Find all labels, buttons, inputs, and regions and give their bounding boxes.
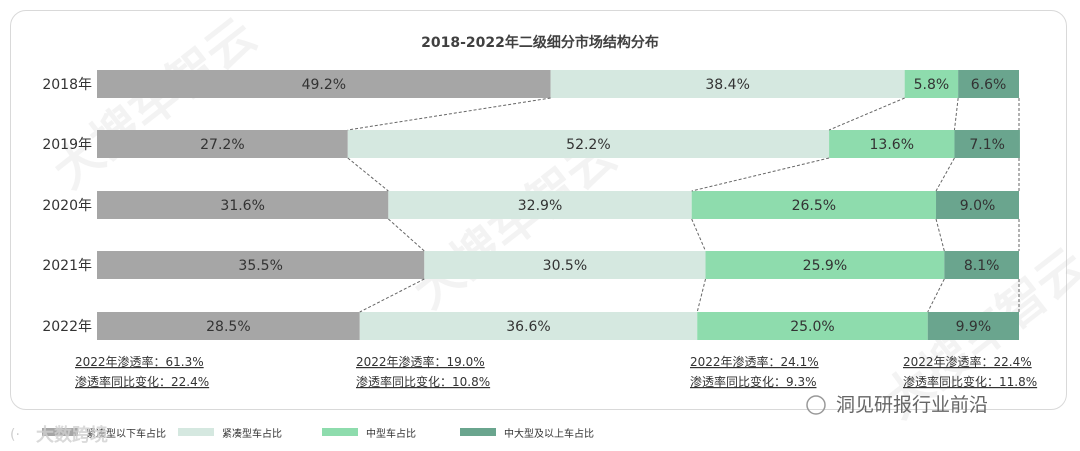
bar-segment bbox=[97, 251, 425, 279]
legend-swatch bbox=[178, 428, 214, 436]
data-label: 9.0% bbox=[960, 198, 996, 214]
data-label: 38.4% bbox=[705, 77, 749, 93]
connector-line bbox=[935, 157, 955, 192]
bar-segment bbox=[359, 312, 698, 340]
data-label: 6.6% bbox=[971, 77, 1007, 93]
data-label: 28.5% bbox=[206, 319, 250, 335]
data-label: 13.6% bbox=[870, 137, 914, 153]
bar-segment bbox=[388, 191, 692, 219]
bar-segment bbox=[829, 130, 955, 158]
bar-segment bbox=[691, 191, 937, 219]
legend-label: 紧凑型车占比 bbox=[222, 427, 282, 440]
connector-line bbox=[347, 97, 551, 131]
bar-segment bbox=[927, 312, 1019, 340]
legend-swatch bbox=[42, 428, 78, 436]
connector-line bbox=[935, 218, 945, 252]
connector-line bbox=[388, 218, 425, 252]
bar-segment bbox=[697, 312, 928, 340]
connector-line bbox=[953, 97, 959, 131]
bar-segment bbox=[424, 251, 706, 279]
watermark-footer-right: 洞见研报行业前沿 bbox=[836, 394, 988, 416]
data-label: 30.5% bbox=[543, 258, 587, 274]
bar-segment bbox=[944, 251, 1019, 279]
watermark-footer-left: 大数跨境 bbox=[36, 424, 108, 446]
legend-label: 中大型及以上车占比 bbox=[504, 427, 594, 440]
bar-segment bbox=[347, 130, 830, 158]
annotation-yoy-change: 渗透率同比变化：10.8% bbox=[356, 374, 490, 389]
bar-segment bbox=[97, 312, 360, 340]
annotation-yoy-change: 渗透率同比变化：9.3% bbox=[690, 374, 817, 389]
data-label: 31.6% bbox=[220, 198, 264, 214]
watermark-logo-icon: (· bbox=[10, 427, 20, 443]
watermark-brand-1: 大搜车智云 bbox=[43, 8, 267, 200]
data-label: 8.1% bbox=[964, 258, 1000, 274]
legend-swatch bbox=[322, 428, 358, 436]
connector-line bbox=[347, 157, 389, 192]
data-label: 9.9% bbox=[956, 319, 992, 335]
legend-swatch bbox=[460, 428, 496, 436]
annotation-penetration: 2022年渗透率：22.4% bbox=[903, 354, 1032, 369]
data-label: 36.6% bbox=[506, 319, 550, 335]
annotation-penetration: 2022年渗透率：19.0% bbox=[356, 354, 485, 369]
bar-segment bbox=[550, 70, 905, 98]
data-label: 5.8% bbox=[914, 77, 950, 93]
bar-segment bbox=[958, 70, 1019, 98]
data-label: 49.2% bbox=[302, 77, 346, 93]
annotation-penetration: 2022年渗透率：24.1% bbox=[690, 354, 819, 369]
data-label: 25.9% bbox=[803, 258, 847, 274]
bar-segment bbox=[97, 130, 348, 158]
wechat-icon bbox=[806, 395, 826, 415]
annotation-yoy-change: 渗透率同比变化：22.4% bbox=[75, 374, 209, 389]
bar-segment bbox=[954, 130, 1020, 158]
chart-title: 2018-2022年二级细分市场结构分布 bbox=[421, 34, 659, 51]
data-label: 25.0% bbox=[790, 319, 834, 335]
legend-label: 中型车占比 bbox=[366, 427, 416, 440]
data-label: 52.2% bbox=[566, 137, 610, 153]
connector-line bbox=[691, 218, 706, 252]
annotation-yoy-change: 渗透率同比变化：11.8% bbox=[903, 374, 1037, 389]
connector-line bbox=[691, 157, 830, 192]
bar-segment bbox=[936, 191, 1019, 219]
bar-segment bbox=[705, 251, 945, 279]
connector-line bbox=[696, 278, 707, 313]
data-label: 7.1% bbox=[969, 137, 1005, 153]
bar-segment bbox=[97, 191, 389, 219]
data-label: 32.9% bbox=[518, 198, 562, 214]
category-label: 2020年 bbox=[42, 198, 92, 214]
data-label: 27.2% bbox=[200, 137, 244, 153]
bar-segment bbox=[904, 70, 959, 98]
category-label: 2018年 bbox=[42, 77, 92, 93]
connector-line bbox=[359, 278, 425, 313]
annotation-penetration: 2022年渗透率：61.3% bbox=[75, 354, 204, 369]
data-label: 35.5% bbox=[238, 258, 282, 274]
connector-line bbox=[927, 278, 945, 313]
category-label: 2021年 bbox=[42, 258, 92, 274]
legend-label: 紧凑型以下车占比 bbox=[86, 427, 166, 440]
connector-line bbox=[828, 97, 905, 131]
data-label: 26.5% bbox=[792, 198, 836, 214]
bar-segment bbox=[97, 70, 551, 98]
chart-frame bbox=[10, 10, 1067, 410]
category-label: 2022年 bbox=[42, 319, 92, 335]
category-label: 2019年 bbox=[42, 137, 92, 153]
